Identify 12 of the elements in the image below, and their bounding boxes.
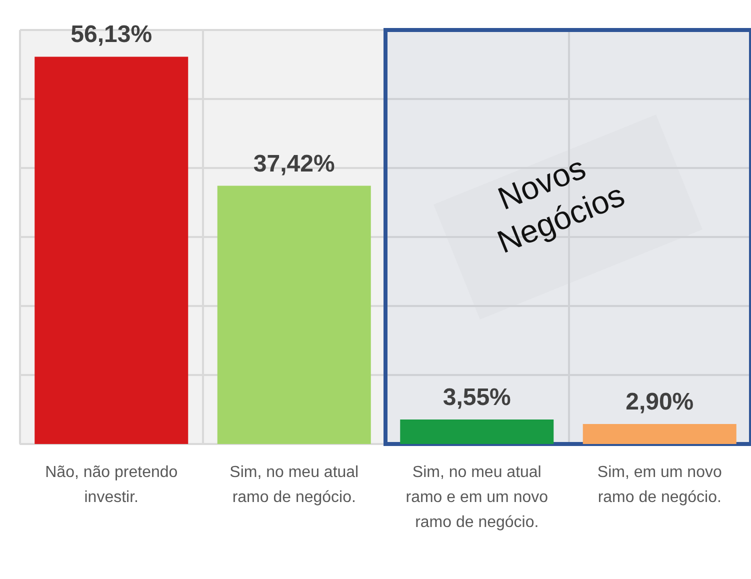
data-label: 3,55%: [442, 384, 511, 412]
bar: [34, 56, 188, 444]
data-label: 37,42%: [253, 150, 335, 178]
bar: [400, 420, 554, 444]
bar: [217, 186, 371, 444]
x-tick-label: Sim, em um novo ramo de negócio.: [597, 464, 722, 506]
bar: [582, 424, 736, 444]
x-tick-label: Não, não pretendo investir.: [45, 464, 178, 506]
x-tick-label: Sim, no meu atual ramo de negócio.: [230, 464, 359, 506]
data-label: 56,13%: [70, 21, 152, 48]
x-tick-label: Sim, no meu atual ramo e em um novo ramo de negócio.: [406, 464, 548, 531]
data-label: 2,90%: [626, 388, 694, 416]
